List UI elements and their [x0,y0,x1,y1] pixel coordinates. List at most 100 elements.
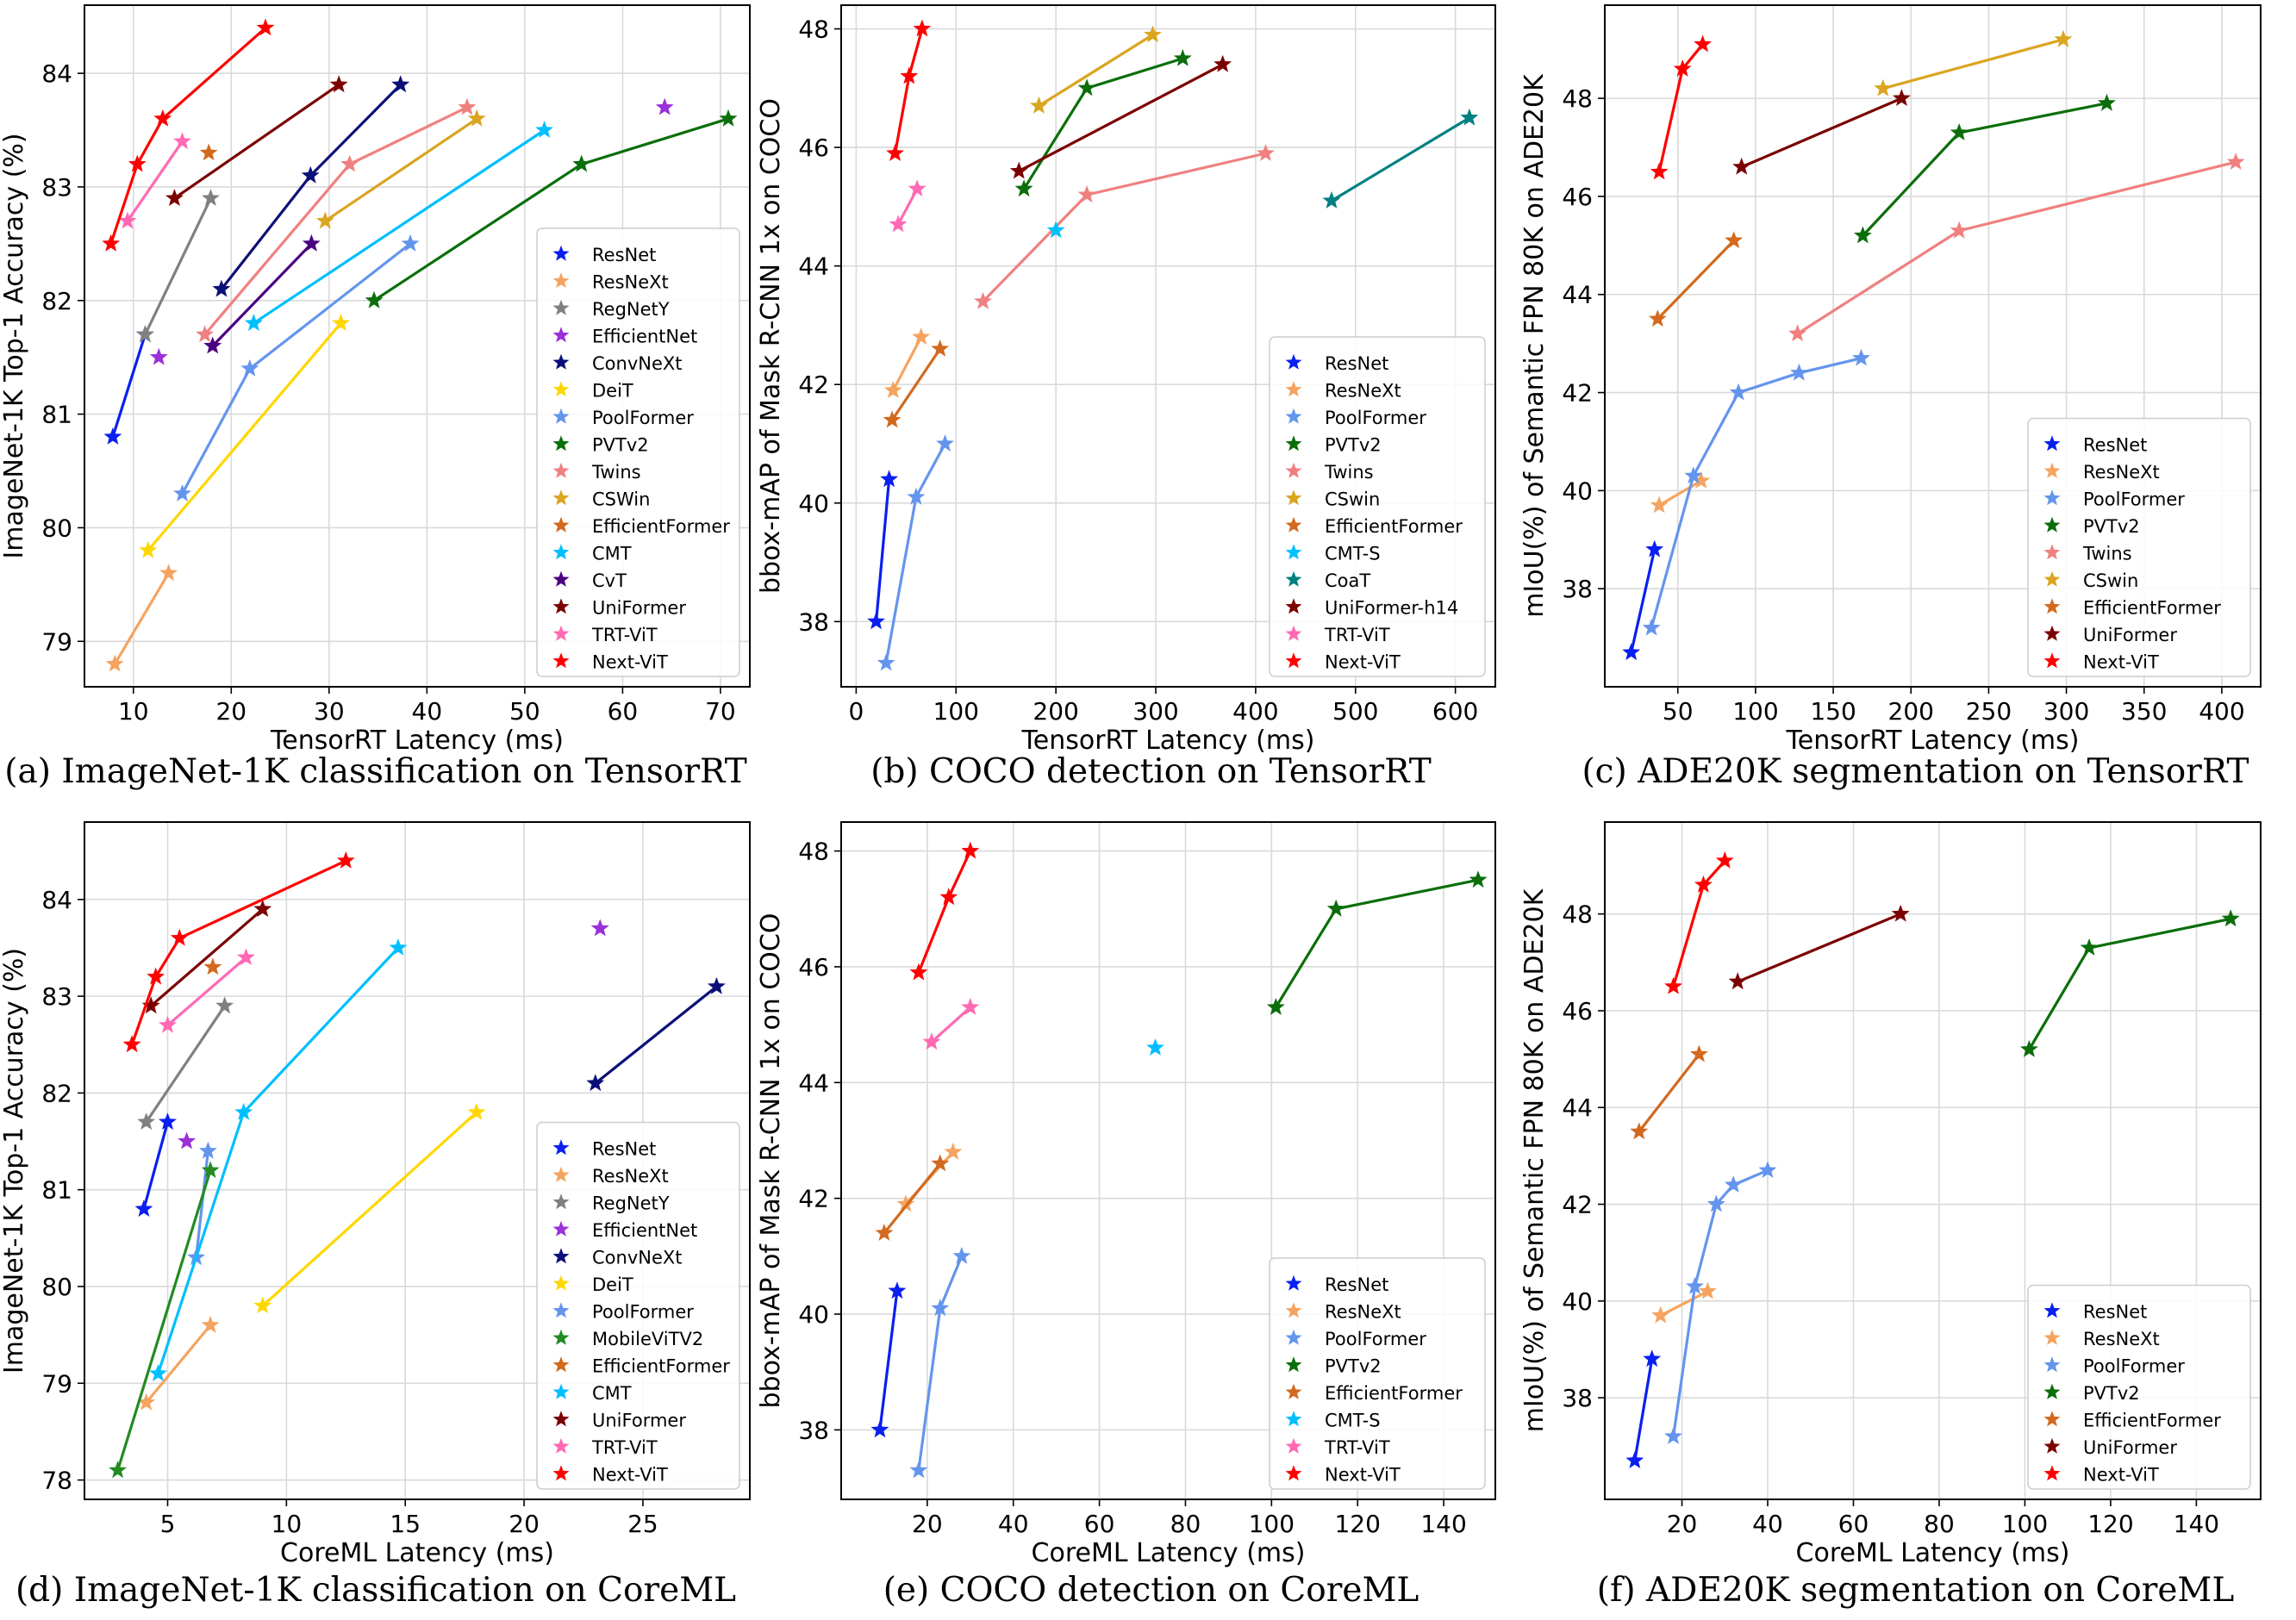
y-tick-label: 44 [798,1069,829,1097]
data-point-mobilevitv2 [109,1461,128,1479]
chart-panel-6: 20 40 60 80 100 120 140 38 40 42 44 46 48 CoreML Late… [1519,821,2262,1610]
data-point-next-vit [1694,875,1713,893]
y-tick-label: 42 [798,1185,829,1213]
y-tick-label: 48 [1562,84,1593,113]
data-point-next-vit [102,234,121,252]
data-point-regnety [215,996,234,1014]
data-point-resnext [1692,471,1711,489]
x-tick-label: 100 [2002,1510,2048,1538]
data-point-next-vit [1673,59,1692,77]
data-point-pvtv2 [1014,179,1033,197]
data-point-resnext [137,1393,156,1411]
series-line-uniformer-h14 [1018,63,1224,173]
x-tick-label: 100 [933,697,979,726]
legend-label-resnet: ResNet [592,245,656,265]
y-axis-label: ImageNet-1K Top-1 Accuracy (%) [0,948,29,1374]
x-tick-label: 50 [1663,697,1694,726]
legend-label-deit: DeiT [592,1274,633,1295]
series-line-uniformer [173,83,340,200]
series-line-mobilevitv2 [116,1169,212,1471]
data-point-next-vit [170,928,189,946]
series-line-regnety [145,1005,227,1123]
legend-marker-pvtv2 [1285,435,1302,452]
series-line-poolformer [181,242,412,495]
legend-label-cswin: CSWin [592,489,650,509]
data-point-pvtv2 [2020,1039,2038,1057]
data-point-cswin [2054,29,2073,47]
legend-label-cmt: CMT [592,543,632,564]
x-axis-label: CoreML Latency (ms) [280,1538,554,1568]
series-line-trt-vit [930,1006,971,1044]
data-point-poolformer [1852,348,1870,366]
y-tick-label: 82 [41,287,72,315]
data-point-next-vit [1664,976,1682,994]
chart-caption: (b) COCO detection on TensorRT [870,752,1432,791]
data-point-next-vit [122,1035,141,1053]
legend-label-next-vit: Next-ViT [2083,1464,2159,1485]
data-point-next-vit [886,144,904,161]
legend-marker-cswin [1285,489,1302,506]
chart-caption: (a) ImageNet-1K classification on Tensor… [4,752,747,791]
legend-marker-pvtv2 [2043,516,2061,533]
x-tick-label: 100 [1732,697,1778,726]
legend-label-efficientformer: EfficientFormer [2083,597,2221,618]
data-point-efficientnet [655,97,674,115]
legend: ResNet ResNeXt PoolFormer PVTv2 EfficientFor… [2027,1284,2251,1490]
data-point-resnet [159,1112,177,1130]
legend-marker-next-vit [2043,652,2061,669]
data-point-poolformer [1724,1175,1743,1193]
data-point-convnext [391,75,410,93]
series-line-uniformer [150,907,264,1007]
data-point-twins [1077,185,1096,202]
x-tick-label: 0 [848,697,864,726]
legend-label-uniformer: UniFormer [2083,625,2177,645]
data-point-mobilevitv2 [201,1161,220,1179]
data-point-trt-vit [173,132,191,150]
y-tick-label: 80 [41,1273,72,1301]
x-tick-label: 60 [608,697,639,726]
legend-marker-convnext [552,1248,570,1264]
legend-label-pvtv2: PVTv2 [1325,434,1382,455]
data-point-deit [332,314,350,331]
legend-marker-poolformer [552,1302,570,1318]
y-tick-label: 40 [798,1300,829,1329]
y-tick-label: 80 [41,514,72,542]
y-tick-label: 48 [798,16,829,44]
data-point-twins [2226,153,2245,170]
data-point-uniformer [141,996,160,1014]
legend-label-efficientformer: EfficientFormer [1325,516,1463,537]
y-tick-label: 44 [1562,1094,1593,1122]
data-point-coat [1460,108,1479,126]
series-line-trt-vit [166,956,247,1027]
plot-frame [84,821,751,1500]
legend-marker-efficientformer [1285,516,1302,533]
data-point-efficientformer [203,957,222,975]
legend-label-poolformer: PoolFormer [2083,489,2185,509]
data-point-poolformer [1642,618,1661,636]
data-point-uniformer [1732,157,1751,175]
legend-marker-twins [1285,462,1302,478]
x-tick-label: 150 [1810,697,1856,726]
data-point-deit [467,1102,486,1120]
data-point-resnet [134,1199,153,1217]
x-tick-label: 20 [912,1510,943,1538]
legend-marker-regnety [552,299,570,315]
series-line-resnet [878,1291,899,1430]
data-point-cvt [203,336,222,354]
data-point-pvtv2 [719,109,738,127]
data-point-twins [974,291,992,309]
legend-label-twins: Twins [1324,462,1374,483]
data-point-uniformer [1728,972,1747,990]
x-tick-label: 200 [1888,697,1934,726]
y-tick-label: 40 [1562,477,1593,505]
legend-marker-trt-vit [552,1437,570,1454]
x-tick-label: 20 [1667,1510,1698,1538]
legend-marker-resnext [1285,1302,1302,1318]
data-point-trt-vit [237,948,255,966]
y-tick-label: 40 [798,489,829,518]
legend-label-trt-vit: TRT-ViT [1324,625,1390,645]
series-line-cswin [1038,34,1154,108]
data-point-efficientformer [1690,1044,1708,1062]
chart-caption: (f) ADE20K segmentation on CoreML [1597,1571,2235,1610]
data-point-uniformer-h14 [1214,54,1232,72]
